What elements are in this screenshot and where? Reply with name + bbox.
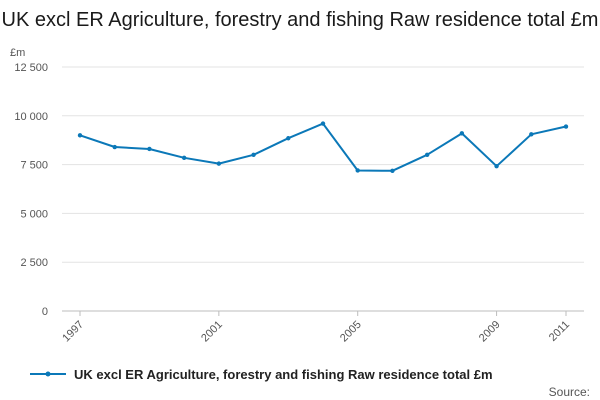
data-point (563, 124, 569, 129)
y-tick-label: 7 500 (20, 160, 48, 172)
x-tick-label: 2001 (199, 319, 225, 345)
data-point (251, 152, 256, 158)
data-point (320, 121, 326, 126)
series-layer (77, 121, 569, 174)
legend: UK excl ER Agriculture, forestry and fis… (30, 367, 493, 382)
y-tick-label: 2 500 (20, 257, 48, 269)
source-label: Source: (549, 385, 590, 399)
data-point (286, 136, 291, 141)
y-axis-unit-label: £m (10, 47, 25, 59)
data-point (390, 168, 395, 174)
chart-title: UK excl ER Agriculture, forestry and fis… (1, 9, 599, 31)
y-tick-label: 5 000 (20, 208, 48, 220)
data-point (216, 161, 222, 166)
data-point (77, 133, 83, 138)
y-tick-label: 10 000 (14, 111, 48, 123)
data-point (112, 144, 117, 150)
data-point (355, 168, 360, 173)
data-point (181, 155, 187, 160)
axes: £m 0 2 500 5 000 7 500 10 000 12 500 1997 2001 2… (10, 47, 572, 344)
data-point (529, 132, 534, 137)
legend-series-label: UK excl ER Agriculture, forestry and fis… (74, 367, 493, 382)
x-tick-label: 2009 (477, 319, 503, 345)
gridlines (62, 66, 584, 312)
x-tick-label: 1997 (60, 319, 86, 345)
y-tick-label: 0 (42, 306, 48, 318)
data-point (424, 152, 430, 158)
x-tick-label: 2011 (547, 319, 572, 344)
data-point (494, 163, 499, 169)
data-point (459, 131, 465, 136)
x-tick-label: 2005 (338, 319, 364, 345)
legend-series-marker (45, 371, 51, 377)
data-point (147, 146, 152, 152)
series-line (79, 122, 567, 172)
y-tick-label: 12 500 (14, 62, 48, 74)
